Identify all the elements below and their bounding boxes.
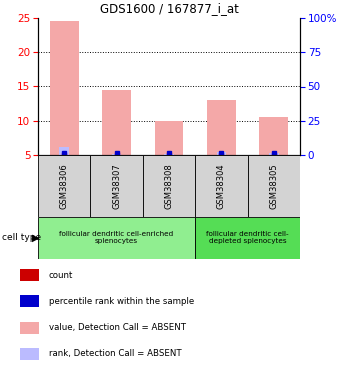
Bar bbox=[20, 296, 39, 307]
Bar bbox=[217, 152, 226, 155]
Bar bbox=[38, 155, 91, 217]
Text: count: count bbox=[49, 271, 73, 280]
Bar bbox=[38, 217, 195, 259]
Bar bbox=[102, 90, 131, 155]
Text: follicular dendritic cell-
depleted splenocytes: follicular dendritic cell- depleted sple… bbox=[206, 231, 289, 244]
Bar bbox=[164, 154, 174, 155]
Bar bbox=[59, 147, 69, 155]
Text: GSM38305: GSM38305 bbox=[269, 163, 278, 209]
Bar bbox=[207, 100, 236, 155]
Text: GSM38307: GSM38307 bbox=[112, 163, 121, 209]
Bar bbox=[155, 121, 184, 155]
Bar bbox=[91, 155, 143, 217]
Bar bbox=[112, 154, 121, 155]
Text: GSM38308: GSM38308 bbox=[165, 163, 174, 209]
Text: GSM38304: GSM38304 bbox=[217, 163, 226, 209]
Bar bbox=[259, 117, 288, 155]
Bar bbox=[269, 153, 279, 155]
Bar bbox=[50, 21, 79, 155]
Text: follicular dendritic cell-enriched
splenocytes: follicular dendritic cell-enriched splen… bbox=[59, 231, 174, 244]
Bar bbox=[195, 217, 300, 259]
Title: GDS1600 / 167877_i_at: GDS1600 / 167877_i_at bbox=[99, 3, 238, 15]
Bar bbox=[248, 155, 300, 217]
Bar bbox=[195, 155, 248, 217]
Text: percentile rank within the sample: percentile rank within the sample bbox=[49, 297, 194, 306]
Text: cell type: cell type bbox=[2, 234, 41, 243]
Text: rank, Detection Call = ABSENT: rank, Detection Call = ABSENT bbox=[49, 350, 181, 358]
Text: GSM38306: GSM38306 bbox=[60, 163, 69, 209]
Bar bbox=[20, 269, 39, 281]
Bar bbox=[20, 348, 39, 360]
Text: value, Detection Call = ABSENT: value, Detection Call = ABSENT bbox=[49, 323, 186, 332]
Text: ▶: ▶ bbox=[32, 233, 40, 243]
Bar bbox=[143, 155, 195, 217]
Bar bbox=[20, 322, 39, 333]
